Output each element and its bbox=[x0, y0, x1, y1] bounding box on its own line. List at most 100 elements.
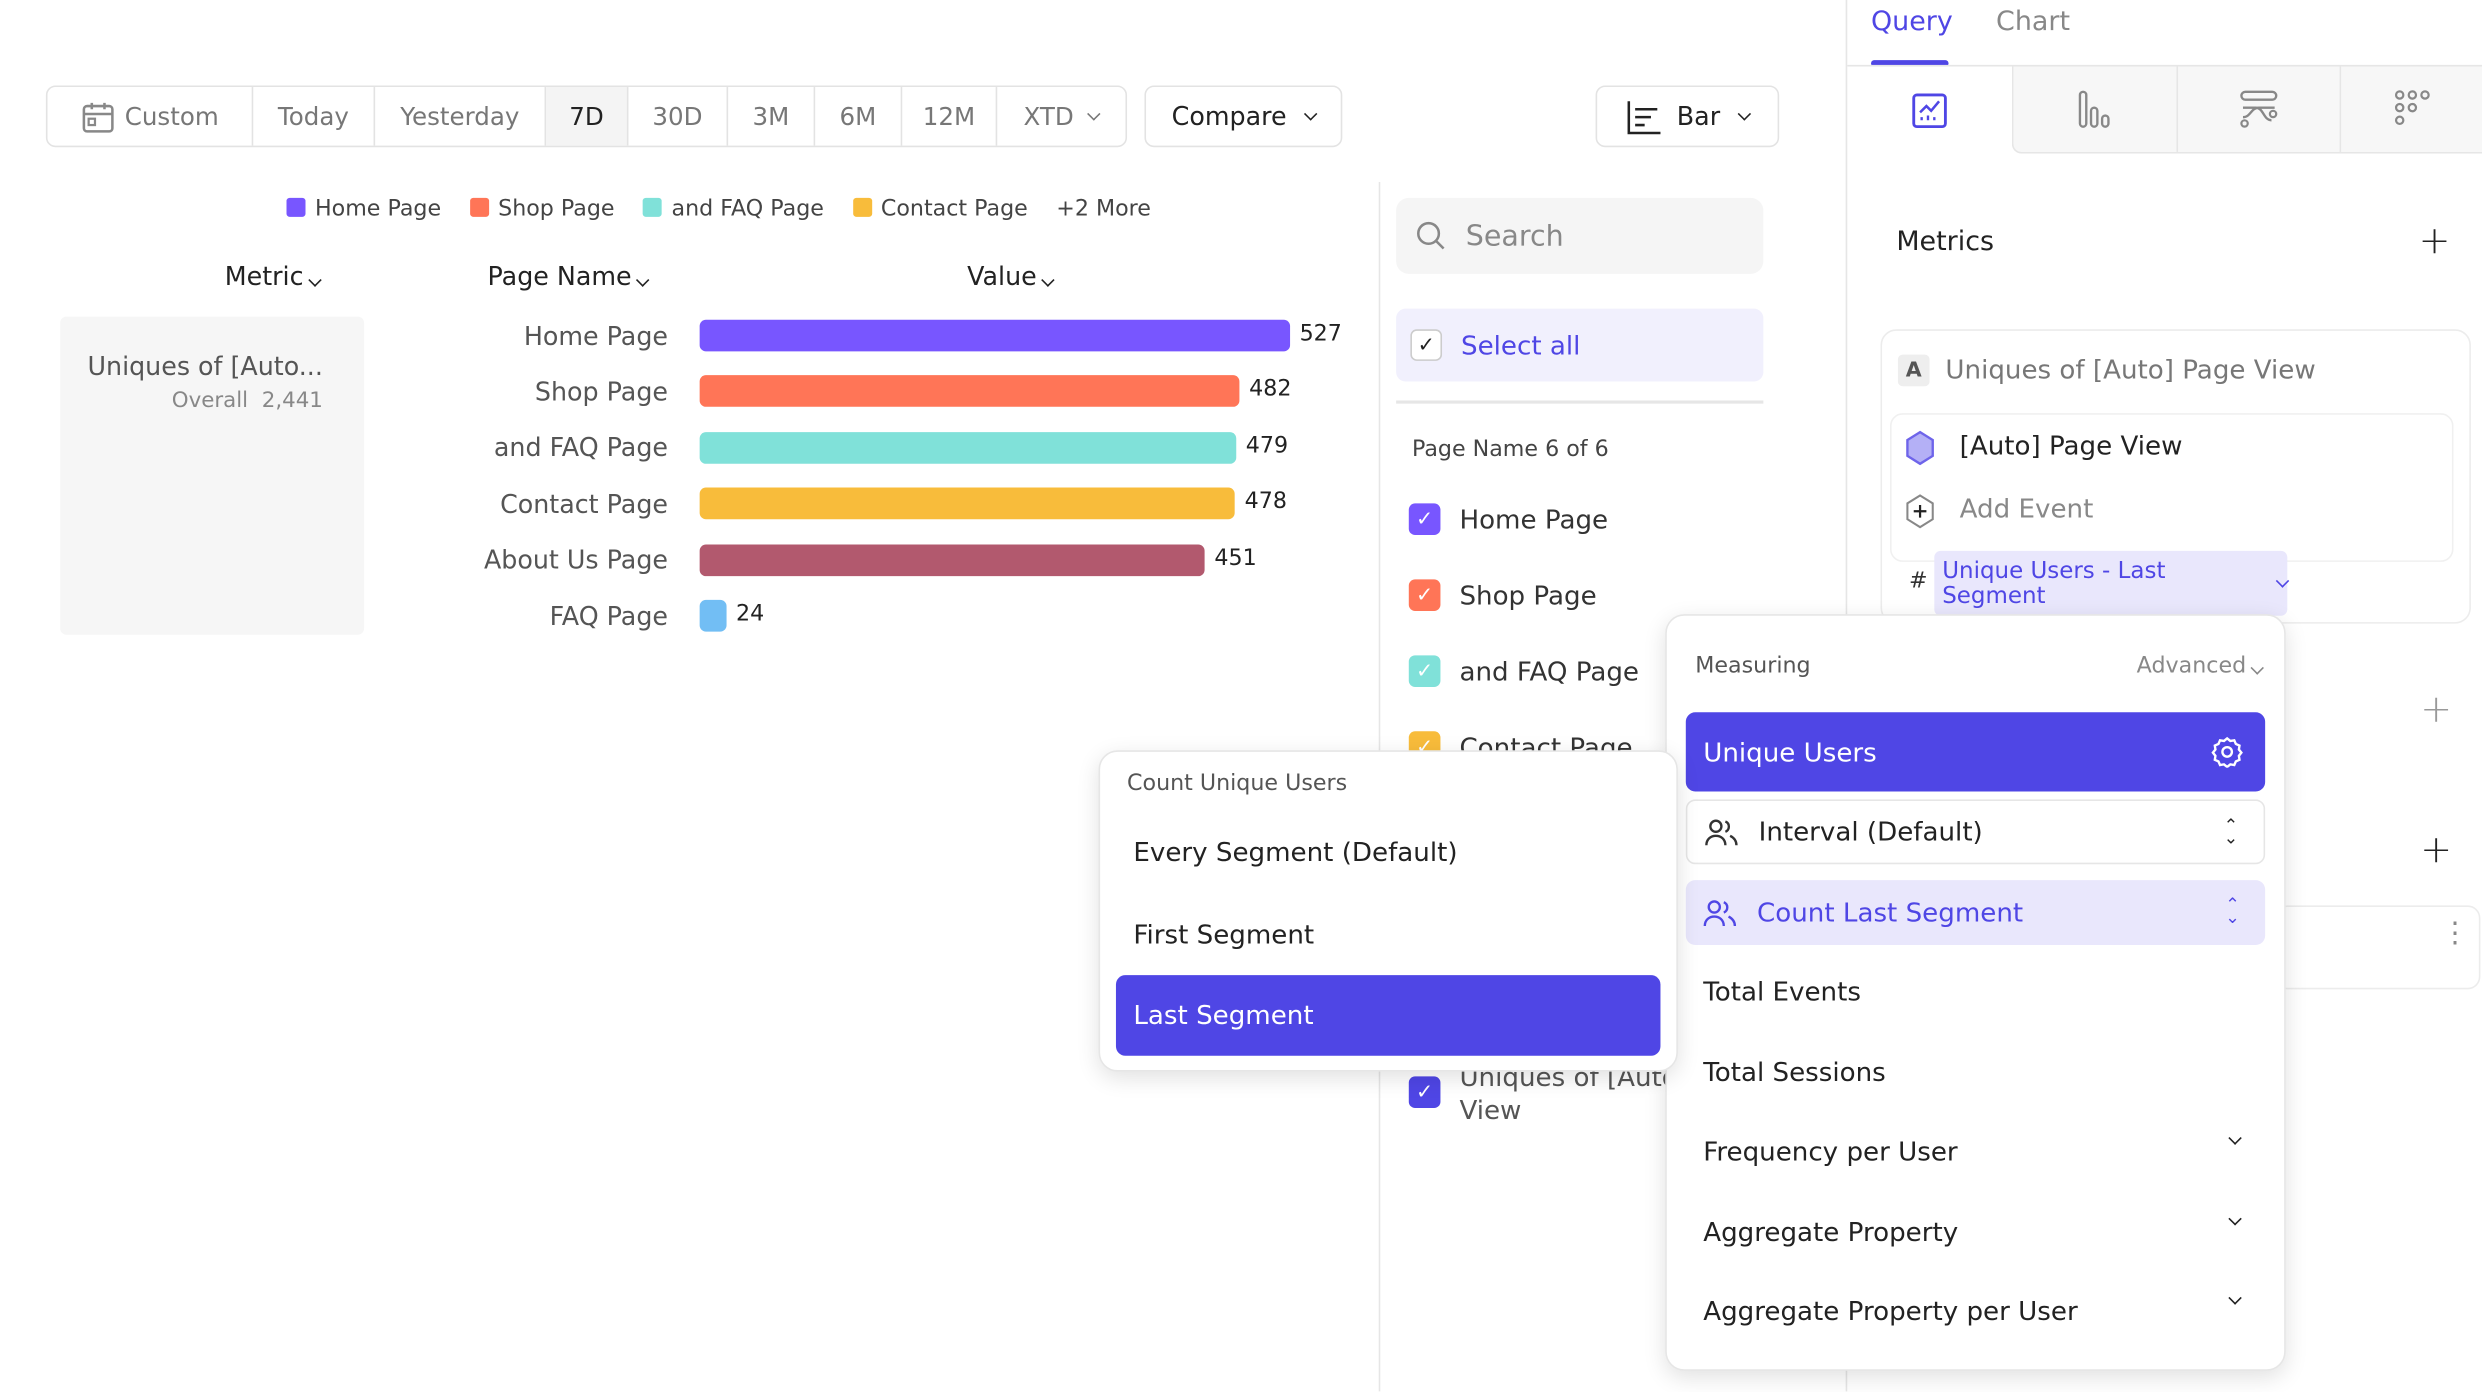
menu-item-label: Total Sessions bbox=[1703, 1057, 1886, 1088]
interval-select[interactable]: Interval (Default) ⌃ ⌄ bbox=[1685, 799, 2266, 865]
header-label: Value bbox=[967, 261, 1037, 292]
add-event-button[interactable]: Add Event bbox=[1959, 493, 2094, 524]
up-down-chevron-icon: ⌃ ⌄ bbox=[2225, 894, 2240, 928]
compare-label: Compare bbox=[1171, 101, 1287, 132]
popover-title: Measuring bbox=[1695, 653, 1811, 680]
kebab-menu-icon[interactable]: ⋮ bbox=[2440, 916, 2470, 950]
measurement-dropdown[interactable]: Unique Users - Last Segment bbox=[1934, 550, 2290, 616]
search-placeholder: Search bbox=[1465, 219, 1564, 253]
filter-item-home-page[interactable]: ✓ Home Page bbox=[1408, 503, 1608, 536]
chevron-down-icon bbox=[1087, 106, 1102, 120]
legend-item[interactable]: Contact Page bbox=[852, 196, 1028, 222]
compare-button[interactable]: Compare bbox=[1144, 85, 1343, 148]
bar[interactable] bbox=[699, 543, 1205, 576]
range-6m[interactable]: 6M bbox=[815, 87, 903, 146]
option-last-segment[interactable]: Last Segment bbox=[1115, 975, 1661, 1056]
chart-type-button[interactable]: Bar bbox=[1595, 85, 1780, 148]
tab-query[interactable]: Query bbox=[1870, 6, 1953, 38]
range-30d[interactable]: 30D bbox=[628, 87, 729, 146]
value-column-header[interactable]: Value bbox=[967, 261, 1055, 292]
select-all-label: Select all bbox=[1461, 330, 1581, 361]
range-label: 3M bbox=[752, 102, 790, 131]
metric-title[interactable]: Uniques of [Auto] Page View bbox=[1945, 354, 2316, 385]
add-breakdown-plus-icon[interactable]: + bbox=[2420, 827, 2453, 873]
menu-item-total-events[interactable]: Total Events bbox=[1686, 959, 2265, 1024]
flows-view-tab[interactable] bbox=[2178, 66, 2342, 152]
range-custom[interactable]: Custom bbox=[47, 87, 254, 146]
metric-cell: Uniques of [Auto... Overall 2,441 bbox=[60, 316, 365, 635]
legend-swatch bbox=[286, 197, 306, 217]
option-every-segment[interactable]: Every Segment (Default) bbox=[1116, 818, 1661, 884]
range-7d[interactable]: 7D bbox=[546, 87, 629, 146]
interval-label: Interval (Default) bbox=[1758, 816, 1983, 847]
gear-icon[interactable] bbox=[2211, 736, 2243, 768]
insights-view-tab[interactable] bbox=[1847, 66, 2012, 153]
range-label: 6M bbox=[839, 102, 877, 131]
overall-value: 2,441 bbox=[261, 387, 323, 414]
range-today[interactable]: Today bbox=[253, 87, 376, 146]
tab-chart[interactable]: Chart bbox=[1996, 6, 2071, 38]
range-label: 7D bbox=[569, 102, 604, 131]
count-mode-select[interactable]: Count Last Segment ⌃ ⌄ bbox=[1685, 880, 2266, 945]
select-all-checkbox[interactable]: ✓ Select all bbox=[1396, 308, 1764, 382]
menu-item-aggregate-property[interactable]: Aggregate Property bbox=[1686, 1200, 2265, 1265]
funnels-view-tab[interactable] bbox=[2013, 66, 2178, 152]
overall-label: Overall bbox=[171, 387, 249, 414]
filter-item-label: View bbox=[1459, 1095, 1522, 1126]
add-metric-plus-icon[interactable]: + bbox=[2418, 218, 2451, 263]
metric-column-header[interactable]: Metric bbox=[224, 261, 322, 292]
breakdown-card: ⋮ bbox=[2274, 905, 2481, 990]
bar[interactable] bbox=[699, 487, 1236, 520]
filter-item-and-faq-page[interactable]: ✓ and FAQ Page bbox=[1408, 655, 1639, 687]
menu-item-frequency-per-user[interactable]: Frequency per User bbox=[1686, 1119, 2265, 1184]
users-icon bbox=[1705, 818, 1738, 845]
bar[interactable] bbox=[699, 599, 727, 632]
header-label: Metric bbox=[224, 261, 304, 292]
bar-row: FAQ Page 24 bbox=[364, 592, 764, 639]
chevron-down-icon bbox=[2250, 661, 2264, 675]
users-icon bbox=[1703, 899, 1737, 926]
menu-item-aggregate-property-per-user[interactable]: Aggregate Property per User bbox=[1686, 1279, 2265, 1344]
retention-view-tab[interactable] bbox=[2342, 66, 2482, 151]
legend-swatch bbox=[469, 197, 489, 217]
menu-item-total-sessions[interactable]: Total Sessions bbox=[1686, 1040, 2265, 1105]
bar[interactable] bbox=[699, 431, 1237, 464]
advanced-dropdown[interactable]: Advanced bbox=[2136, 653, 2264, 680]
legend-item[interactable]: Shop Page bbox=[469, 196, 615, 222]
check-icon: ✓ bbox=[1408, 655, 1441, 687]
option-first-segment[interactable]: First Segment bbox=[1116, 901, 1661, 967]
metric-card: A Uniques of [Auto] Page View [Auto] Pag… bbox=[1880, 329, 2471, 624]
metric-name: Uniques of [Auto... bbox=[87, 351, 323, 382]
chevron-down-icon bbox=[2276, 573, 2290, 587]
legend-item[interactable]: Home Page bbox=[286, 196, 441, 222]
range-3m[interactable]: 3M bbox=[728, 87, 816, 146]
measurement-label: Unique Users - Last Segment bbox=[1942, 557, 2166, 609]
range-12m[interactable]: 12M bbox=[902, 87, 998, 146]
filter-item-shop-page[interactable]: ✓ Shop Page bbox=[1408, 579, 1597, 612]
range-xtd[interactable]: XTD bbox=[997, 87, 1125, 146]
check-icon: ✓ bbox=[1408, 579, 1441, 612]
chevron-down-icon bbox=[2228, 1291, 2242, 1305]
count-mode-label: Count Last Segment bbox=[1757, 897, 2024, 928]
add-filter-plus-icon[interactable]: + bbox=[2420, 686, 2453, 732]
check-icon: ✓ bbox=[1408, 1076, 1441, 1109]
bar[interactable] bbox=[699, 375, 1240, 408]
range-yesterday[interactable]: Yesterday bbox=[375, 87, 547, 146]
bar-category-label: Shop Page bbox=[534, 376, 668, 407]
legend-item[interactable]: and FAQ Page bbox=[643, 196, 824, 222]
advanced-label: Advanced bbox=[2136, 653, 2247, 680]
bar-value-label: 479 bbox=[1245, 433, 1289, 459]
bar-value-label: 451 bbox=[1214, 545, 1257, 571]
filter-item-label: Shop Page bbox=[1459, 580, 1597, 611]
hash-icon: # bbox=[1908, 568, 1928, 594]
page-name-column-header[interactable]: Page Name bbox=[488, 261, 650, 291]
bar[interactable] bbox=[699, 319, 1291, 352]
menu-item-unique-users[interactable]: Unique Users bbox=[1685, 712, 2266, 792]
search-input[interactable]: Search bbox=[1396, 197, 1764, 274]
menu-item-label: Frequency per User bbox=[1703, 1136, 1958, 1167]
bar-category-label: and FAQ Page bbox=[493, 432, 668, 463]
event-name[interactable]: [Auto] Page View bbox=[1959, 430, 2183, 461]
bar-value-label: 24 bbox=[736, 601, 765, 627]
calendar-icon bbox=[82, 102, 114, 132]
legend-more[interactable]: +2 More bbox=[1056, 196, 1151, 222]
